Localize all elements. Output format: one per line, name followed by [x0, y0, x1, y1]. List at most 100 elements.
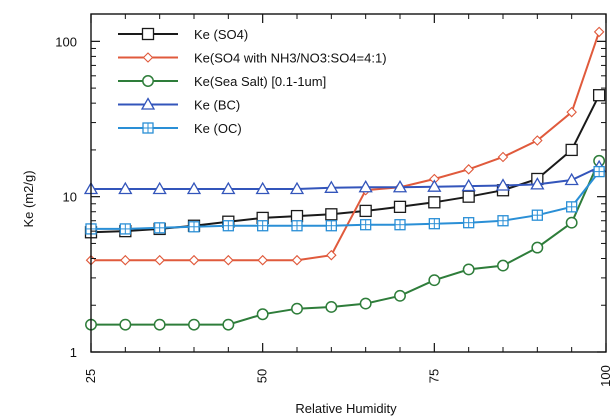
data-point [428, 196, 441, 209]
legend-entry: Ke(SO4 with NH3/NO3:SO4=4:1) [118, 51, 387, 66]
data-point [462, 190, 475, 203]
data-point [324, 180, 339, 193]
series-line [91, 166, 600, 190]
data-point [325, 220, 337, 232]
data-point [593, 165, 605, 178]
legend-label: Ke(SO4 with NH3/NO3:SO4=4:1) [194, 51, 387, 66]
x-tick-label: 75 [426, 369, 441, 383]
data-point [222, 318, 235, 331]
legend-marker [140, 97, 156, 110]
series-line [91, 170, 600, 230]
legend-label: Ke(Sea Salt) [0.1-1um] [194, 74, 326, 89]
data-point [532, 135, 543, 146]
data-point [497, 215, 509, 227]
data-point [289, 181, 305, 195]
series-group [85, 26, 605, 266]
data-point [256, 308, 269, 321]
data-point [565, 216, 578, 229]
data-point [188, 318, 200, 331]
legend-entry: Ke (OC) [118, 121, 242, 136]
legend-marker [142, 52, 154, 63]
data-point [462, 263, 475, 276]
data-point [495, 178, 511, 191]
data-point [325, 208, 338, 221]
data-point [222, 220, 234, 232]
x-axis-title: Relative Humidity [295, 401, 397, 416]
x-tick-label: 100 [598, 365, 613, 387]
data-point [392, 179, 408, 193]
data-point [428, 218, 440, 230]
data-point [359, 297, 372, 310]
data-point [188, 221, 200, 233]
legend-label: Ke (SO4) [194, 27, 248, 42]
data-point [188, 254, 200, 266]
axes-layer: 25 50 75 100 1 10 100 [55, 13, 613, 387]
data-point [255, 181, 270, 195]
data-point [428, 274, 441, 287]
legend-marker [142, 75, 154, 87]
data-point [393, 200, 407, 213]
data-point [257, 220, 269, 232]
plot-frame [90, 13, 607, 353]
data-point [360, 219, 372, 231]
data-point [565, 143, 578, 157]
x-tick-label: 50 [255, 369, 270, 383]
legend: Ke (SO4) Ke(SO4 with NH3/NO3:SO4=4:1) Ke(S… [118, 27, 387, 136]
data-point [223, 254, 234, 266]
y-tick-label: 1 [70, 345, 77, 360]
series-group [83, 159, 607, 195]
data-point [531, 209, 543, 221]
data-point [291, 302, 303, 315]
data-point [291, 220, 303, 232]
data-point [119, 318, 132, 331]
data-point [564, 172, 579, 186]
data-point [119, 223, 131, 235]
data-point [290, 209, 304, 223]
legend-marker [141, 27, 155, 41]
data-point [120, 254, 131, 266]
legend-entry: Ke (BC) [118, 97, 240, 113]
data-point [221, 181, 236, 195]
data-point [463, 164, 474, 175]
y-tick-label: 10 [63, 190, 77, 205]
series-line [91, 160, 601, 326]
data-point [461, 178, 476, 192]
data-point [153, 318, 166, 331]
data-point [359, 204, 372, 218]
y-tick-label: 100 [55, 34, 77, 49]
data-point [394, 219, 406, 231]
legend-label: Ke (BC) [194, 98, 240, 113]
legend-label: Ke (OC) [194, 121, 242, 136]
legend-entry: Ke(Sea Salt) [0.1-1um] [118, 74, 326, 89]
data-point [154, 254, 165, 266]
data-point [592, 89, 606, 102]
series-group [85, 165, 605, 235]
data-point [566, 201, 578, 213]
data-point [326, 249, 337, 261]
data-point [497, 151, 509, 163]
data-point [593, 26, 605, 38]
data-point [325, 301, 338, 313]
data-point [257, 254, 268, 266]
data-point [291, 254, 303, 266]
data-point [394, 289, 406, 302]
y-axis-title: Ke (m2/g) [21, 170, 36, 227]
plot-area [91, 14, 606, 352]
data-point [118, 181, 133, 195]
data-point [186, 181, 202, 195]
data-point [152, 181, 167, 195]
data-point [154, 222, 166, 234]
data-point [427, 179, 442, 192]
data-point [358, 179, 373, 193]
series-line [91, 31, 601, 262]
series-layer [83, 26, 607, 331]
x-tick-label: 25 [83, 369, 98, 383]
legend-entry: Ke (SO4) [118, 27, 248, 42]
legend-marker [142, 122, 154, 134]
data-point [531, 241, 544, 254]
data-point [566, 106, 577, 118]
data-point [463, 217, 475, 229]
data-point [530, 177, 545, 190]
data-point [497, 259, 509, 272]
